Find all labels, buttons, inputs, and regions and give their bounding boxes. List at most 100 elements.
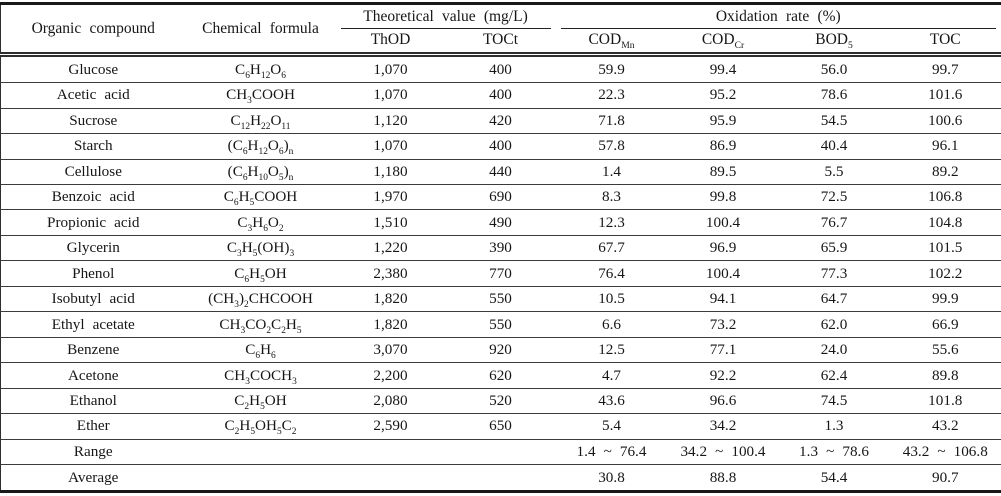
cell-thod: 2,080 — [335, 387, 446, 414]
cell-compound: Propionic acid — [0, 209, 186, 236]
cell-formula: (CH3)2CHCOOH — [185, 285, 336, 312]
cell-bod5: 74.5 — [778, 387, 890, 414]
cell-toct: 420 — [445, 107, 556, 134]
cell-cod-cr: 99.4 — [709, 60, 737, 78]
header-sub-row: ThOD TOCt CODMn CODCr BOD5 TOC — [1, 28, 1001, 57]
cell-cod-cr: 100.4 — [667, 209, 779, 236]
col-header-cod-cr: CODCr — [667, 28, 779, 57]
cell-cod-mn: 1.4 ~ 76.4 — [555, 438, 668, 465]
cell-toct: 620 — [445, 362, 556, 389]
cell-compound: Sucrose — [0, 107, 186, 134]
cell-cod-cr: 100.4 — [667, 260, 779, 287]
col-header-toc: TOC — [889, 28, 1001, 57]
cell-bod5: 56.0 — [820, 60, 848, 78]
cell-bod5: 1.3 — [778, 413, 890, 440]
cell-thod — [335, 464, 446, 492]
cell-formula: C2H5OH — [185, 387, 336, 414]
cell-compound: Starch — [0, 133, 186, 160]
cell-toc: 89.8 — [889, 362, 1001, 389]
cell-bod5: 77.3 — [778, 260, 890, 287]
cell-bod5: 78.6 — [778, 82, 890, 109]
cell-compound: Average — [0, 464, 186, 492]
cell-formula: C6H6 — [185, 336, 336, 363]
cell-toc: 101.6 — [889, 82, 1001, 109]
cell-bod5: 65.9 — [778, 234, 890, 261]
cell-cod-cr: 34.2 ~ 100.4 — [667, 438, 779, 465]
cell-thod: 1,120 — [335, 107, 446, 134]
table-row: Ether C2H5OH5C2 2,590 650 5.4 34.2 1.3 4… — [0, 413, 1001, 440]
cell-cod-cr: 34.2 — [667, 413, 779, 440]
cell-bod5: 54.4 — [778, 464, 890, 492]
cell-cod-mn: 8.3 — [555, 184, 668, 210]
table-row: Ethyl acetate CH3CO2C2H5 1,820 550 6.6 7… — [0, 311, 1001, 338]
cell-bod5: 54.5 — [778, 107, 890, 134]
cell-toct: 390 — [445, 234, 556, 261]
table-row: Acetic acid CH3COOH 1,070 400 22.3 95.2 … — [0, 82, 1001, 109]
cell-cod-mn: 5.4 — [555, 413, 668, 440]
cell-toc: 100.6 — [889, 107, 1001, 134]
cell-compound: Acetone — [0, 362, 186, 389]
cell-formula: C2H5OH5C2 — [185, 413, 336, 440]
cell-thod: 1,820 — [335, 285, 446, 312]
cell-formula: C12H22O11 — [185, 107, 336, 134]
cell-thod: 3,070 — [335, 336, 446, 363]
cell-cod-mn: 4.7 — [555, 362, 668, 389]
cell-bod5: 1.3 ~ 78.6 — [778, 438, 890, 465]
cell-thod: 1,070 — [373, 60, 408, 78]
cell-bod5: 64.7 — [778, 285, 890, 312]
cell-toc: 101.8 — [889, 387, 1001, 414]
table-row: Phenol C6H5OH 2,380 770 76.4 100.4 77.3 … — [0, 260, 1001, 287]
cell-bod5: 62.4 — [778, 362, 890, 389]
table-row: Ethanol C2H5OH 2,080 520 43.6 96.6 74.5 … — [0, 387, 1001, 414]
cell-toct — [445, 438, 556, 465]
cell-cod-mn: 71.8 — [555, 107, 668, 134]
cell-compound: Benzene — [0, 336, 186, 363]
cell-toc: 89.2 — [889, 158, 1001, 185]
cell-formula: C6H5COOH — [185, 184, 336, 210]
cell-toc: 43.2 — [889, 413, 1001, 440]
table-row: Glucose C6H12O6 1,070 400 59.9 99.4 56.0… — [1, 55, 1001, 83]
cell-formula: CH3COOH — [185, 82, 336, 109]
cell-cod-cr: 86.9 — [667, 133, 779, 160]
table-row: Starch (C6H12O6)n 1,070 400 57.8 86.9 40… — [0, 133, 1001, 160]
group-label-oxidation: Oxidation rate (%) — [560, 8, 997, 29]
cell-toc: 99.7 — [931, 60, 959, 78]
cell-toct: 690 — [445, 184, 556, 210]
group-label-theoretical: Theoretical value (mg/L) — [340, 8, 551, 29]
cell-toct: 490 — [445, 209, 556, 236]
cell-cod-cr: 89.5 — [667, 158, 779, 185]
cell-toc: 102.2 — [889, 260, 1001, 287]
cell-bod5: 40.4 — [778, 133, 890, 160]
cell-compound: Phenol — [0, 260, 186, 287]
cell-toc: 90.7 — [889, 464, 1001, 492]
cell-cod-mn: 30.8 — [555, 464, 668, 492]
cell-cod-cr: 73.2 — [667, 311, 779, 338]
cell-formula — [185, 438, 336, 465]
cell-compound: Cellulose — [0, 158, 186, 185]
table-row: Acetone CH3COCH3 2,200 620 4.7 92.2 62.4… — [0, 362, 1001, 389]
cell-toc: 66.9 — [889, 311, 1001, 338]
cell-cod-cr: 94.1 — [667, 285, 779, 312]
cell-compound: Isobutyl acid — [0, 285, 186, 312]
cell-bod5: 72.5 — [778, 184, 890, 210]
table-header: Organic compound Chemical formula Theore… — [0, 3, 1001, 57]
table-row: Benzoic acid C6H5COOH 1,970 690 8.3 99.8… — [0, 184, 1001, 210]
cell-toc: 106.8 — [889, 184, 1001, 210]
cell-toct: 400 — [445, 82, 556, 109]
cell-thod: 1,070 — [335, 82, 446, 109]
cell-cod-mn: 12.5 — [555, 336, 668, 363]
cell-cod-cr: 96.9 — [667, 234, 779, 261]
table-row: Cellulose (C6H10O5)n 1,180 440 1.4 89.5 … — [0, 158, 1001, 185]
col-header-cod-mn: CODMn — [555, 28, 668, 57]
cell-thod: 2,380 — [335, 260, 446, 287]
cell-thod: 1,180 — [335, 158, 446, 185]
table-row: Average 30.8 88.8 54.4 90.7 — [0, 464, 1001, 492]
cell-bod5: 5.5 — [778, 158, 890, 185]
cell-compound: Range — [0, 438, 186, 465]
cell-cod-cr: 96.6 — [667, 387, 779, 414]
col-header-thod: ThOD — [335, 28, 446, 57]
cell-formula — [185, 464, 336, 492]
cell-compound: Benzoic acid — [0, 184, 186, 210]
cell-thod: 2,200 — [335, 362, 446, 389]
